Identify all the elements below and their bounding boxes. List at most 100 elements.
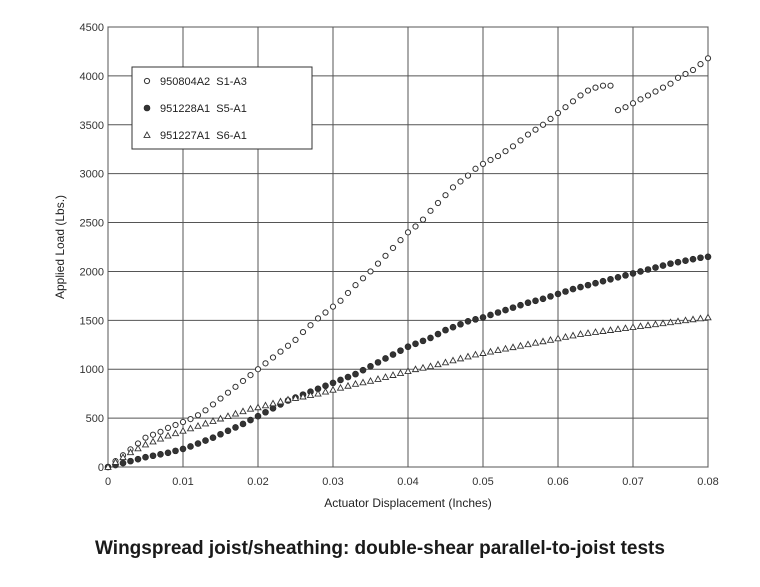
data-point bbox=[599, 327, 607, 334]
data-point bbox=[389, 244, 397, 252]
data-point bbox=[314, 389, 322, 397]
data-point bbox=[186, 424, 195, 432]
data-point bbox=[157, 428, 164, 435]
data-point bbox=[202, 407, 209, 414]
y-axis-label: Applied Load (Lbs.) bbox=[53, 195, 67, 299]
data-point bbox=[419, 363, 427, 371]
y-tick-labels: 0 500 1000 1500 2000 2500 3000 3500 4000 4500 bbox=[80, 22, 104, 474]
data-point bbox=[389, 371, 397, 378]
data-point bbox=[644, 266, 652, 273]
data-point bbox=[622, 104, 629, 111]
data-point bbox=[239, 420, 247, 428]
data-point bbox=[291, 394, 300, 401]
scatter-chart: 0 0.01 0.02 0.03 0.04 0.05 0.06 0.07 0.08 0 500 10… bbox=[53, 22, 719, 510]
data-point bbox=[576, 330, 585, 337]
data-point bbox=[157, 450, 164, 458]
data-point bbox=[269, 399, 277, 407]
data-point bbox=[644, 92, 652, 99]
data-point bbox=[224, 427, 232, 435]
legend-entry: 951228A1 S5-A1 bbox=[160, 103, 247, 115]
data-point bbox=[561, 333, 570, 340]
data-point bbox=[434, 330, 442, 338]
data-point bbox=[644, 321, 652, 329]
data-point bbox=[217, 395, 224, 402]
data-point bbox=[592, 84, 599, 91]
data-point bbox=[239, 407, 247, 415]
data-point bbox=[412, 223, 419, 230]
data-point bbox=[517, 137, 524, 144]
data-point bbox=[666, 318, 675, 326]
data-point bbox=[531, 338, 540, 346]
data-point bbox=[359, 378, 367, 386]
data-point bbox=[577, 92, 584, 99]
data-point bbox=[569, 285, 577, 293]
data-point bbox=[441, 358, 450, 366]
data-point bbox=[329, 385, 337, 393]
data-point bbox=[254, 412, 262, 420]
data-point bbox=[516, 341, 525, 349]
data-point bbox=[351, 379, 360, 387]
data-point bbox=[681, 316, 690, 324]
data-point bbox=[546, 335, 555, 343]
data-point bbox=[374, 260, 382, 267]
data-point bbox=[224, 412, 232, 420]
data-points bbox=[104, 55, 712, 471]
data-point bbox=[704, 313, 712, 321]
data-point bbox=[404, 229, 412, 236]
data-point bbox=[337, 297, 344, 304]
data-point bbox=[479, 314, 487, 321]
data-point bbox=[292, 336, 299, 343]
data-point bbox=[344, 381, 352, 389]
data-point bbox=[314, 315, 322, 322]
data-point bbox=[667, 260, 674, 267]
data-point bbox=[149, 452, 157, 460]
data-point bbox=[494, 346, 502, 354]
data-point bbox=[629, 323, 637, 331]
data-point bbox=[149, 437, 157, 445]
data-point bbox=[246, 404, 255, 412]
y-tick-label: 3000 bbox=[80, 169, 104, 181]
data-point bbox=[464, 172, 472, 179]
x-axis-label: Actuator Displacement (Inches) bbox=[324, 496, 491, 510]
data-point bbox=[449, 323, 457, 331]
y-tick-label: 2500 bbox=[80, 218, 104, 230]
data-point bbox=[449, 356, 457, 364]
data-point bbox=[217, 430, 224, 438]
y-tick-label: 1500 bbox=[80, 315, 104, 327]
data-point bbox=[179, 418, 187, 426]
data-point bbox=[344, 289, 352, 297]
data-point bbox=[704, 253, 712, 261]
data-point bbox=[472, 165, 479, 172]
data-point bbox=[524, 131, 532, 138]
data-point bbox=[689, 66, 697, 74]
data-point bbox=[321, 387, 330, 395]
data-point bbox=[366, 377, 375, 384]
data-point bbox=[562, 104, 569, 111]
data-point bbox=[486, 347, 495, 355]
data-point bbox=[149, 431, 157, 438]
data-point bbox=[502, 148, 509, 155]
data-point bbox=[276, 397, 285, 405]
data-point bbox=[352, 370, 359, 378]
data-point bbox=[232, 383, 239, 390]
data-point bbox=[382, 355, 389, 362]
data-point bbox=[426, 362, 435, 370]
data-point bbox=[111, 458, 120, 465]
data-point bbox=[201, 419, 210, 427]
data-point bbox=[674, 258, 682, 266]
data-point bbox=[471, 350, 480, 358]
data-point bbox=[164, 449, 172, 457]
y-tick-label: 500 bbox=[86, 413, 104, 425]
data-point bbox=[607, 275, 614, 283]
data-point bbox=[337, 376, 344, 384]
data-point bbox=[254, 403, 262, 411]
data-point bbox=[457, 320, 464, 328]
data-point bbox=[524, 299, 532, 307]
data-point bbox=[277, 348, 284, 355]
data-point bbox=[156, 434, 165, 442]
data-point bbox=[336, 383, 345, 391]
legend-entry: 951227A1 S6-A1 bbox=[160, 130, 247, 142]
data-point bbox=[584, 87, 592, 94]
data-point bbox=[532, 126, 539, 133]
data-point bbox=[171, 429, 180, 437]
